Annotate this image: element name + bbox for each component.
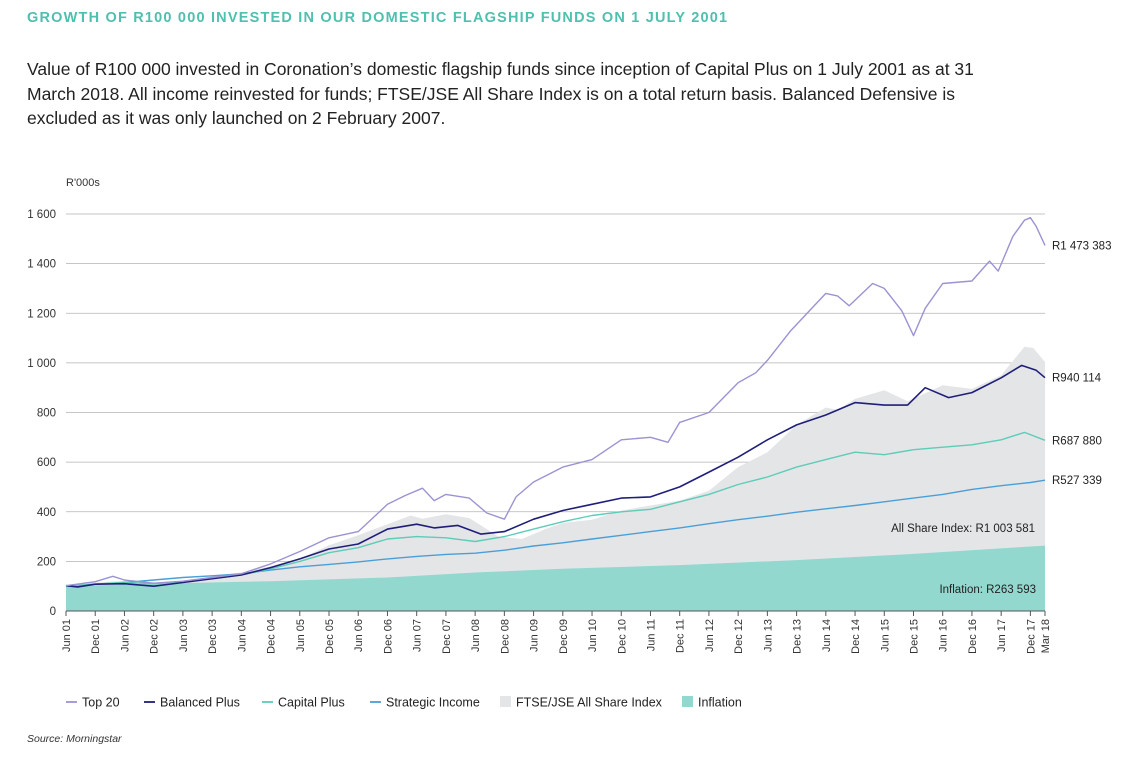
legend-swatch-inflation [682,696,693,707]
top20-end-label: R1 473 383 [1052,240,1111,252]
y-tick-label: 0 [50,606,56,618]
chart-description: Value of R100 000 invested in Coronation… [27,59,974,128]
x-tick-label: Dec 16 [967,619,979,654]
y-tick-label: 1 200 [27,308,56,320]
x-tick-label: Jun 05 [295,619,307,652]
x-tick-label: Jun 16 [938,619,950,652]
x-tick-label: Jun 08 [470,619,482,652]
y-tick-label: 400 [37,507,56,519]
y-tick-label: 200 [37,556,56,568]
x-tick-label: Dec 14 [850,619,862,654]
y-axis-label: R'000s [66,177,100,189]
x-tick-label: Jun 07 [412,619,424,652]
legend-label-inflation: Inflation [698,696,742,710]
x-tick-label: Dec 17 [1025,619,1037,654]
x-tick-label: Dec 06 [383,619,395,654]
x-tick-label: Jun 01 [61,619,73,652]
balanced-plus-line [65,364,1046,588]
balanced-plus-end-label: R940 114 [1052,373,1102,385]
x-tick-label: Jun 12 [704,619,716,652]
x-tick-label: Dec 08 [499,619,511,654]
x-tick-label: Dec 03 [207,619,219,654]
inflation-end-label: Inflation: R263 593 [939,584,1036,596]
x-tick-label: Dec 15 [909,619,921,654]
x-tick-label: Jun 11 [646,619,658,651]
source-note: Source: Morningstar [27,733,122,745]
x-tick-label: Dec 11 [675,619,687,653]
y-tick-label: 600 [37,457,56,469]
alsi-area [66,346,1045,611]
x-tick-label: Jun 15 [879,619,891,652]
x-tick-label: Jun 06 [353,619,365,652]
x-tick-label: Dec 12 [733,619,745,654]
x-tick-label: Jun 10 [587,619,599,652]
x-tick-label: Dec 10 [616,619,628,654]
top20-line [65,217,1046,587]
x-tick-label: Jun 09 [529,619,541,652]
x-tick-label: Dec 07 [441,619,453,654]
legend-swatch-alsi [500,696,511,707]
legend-label-alsi: FTSE/JSE All Share Index [516,696,663,710]
x-tick-label: Jun 04 [236,619,248,652]
y-tick-label: 1 600 [27,209,56,221]
x-tick-label: Dec 05 [324,619,336,654]
x-tick-label: Jun 17 [996,619,1008,652]
x-tick-label: Dec 02 [149,619,161,654]
x-tick-label: Jun 02 [119,619,131,652]
y-tick-label: 1 000 [27,358,56,370]
chart-title: GROWTH OF R100 000 INVESTED IN OUR DOMES… [27,10,729,26]
legend-label-strategic-income: Strategic Income [386,696,480,710]
x-tick-label: Jun 13 [762,619,774,652]
capital-plus-end-label: R687 880 [1052,435,1102,447]
inflation-area [66,545,1045,611]
legend-label-capital-plus: Capital Plus [278,696,345,710]
x-tick-label: Dec 04 [266,619,278,654]
x-tick-label: Dec 13 [792,619,804,654]
x-tick-label: Dec 01 [90,619,102,654]
x-tick-label: Jun 03 [178,619,190,652]
alsi-end-label: All Share Index: R1 003 581 [891,523,1035,535]
strategic-income-end-label: R527 339 [1052,475,1102,487]
x-tick-label: Mar 18 [1040,619,1052,653]
legend-label-top20: Top 20 [82,696,120,710]
y-tick-label: 1 400 [27,259,56,271]
x-tick-label: Jun 14 [821,619,833,652]
y-tick-label: 800 [37,408,56,420]
x-tick-label: Dec 09 [558,619,570,654]
legend-label-balanced-plus: Balanced Plus [160,696,240,710]
